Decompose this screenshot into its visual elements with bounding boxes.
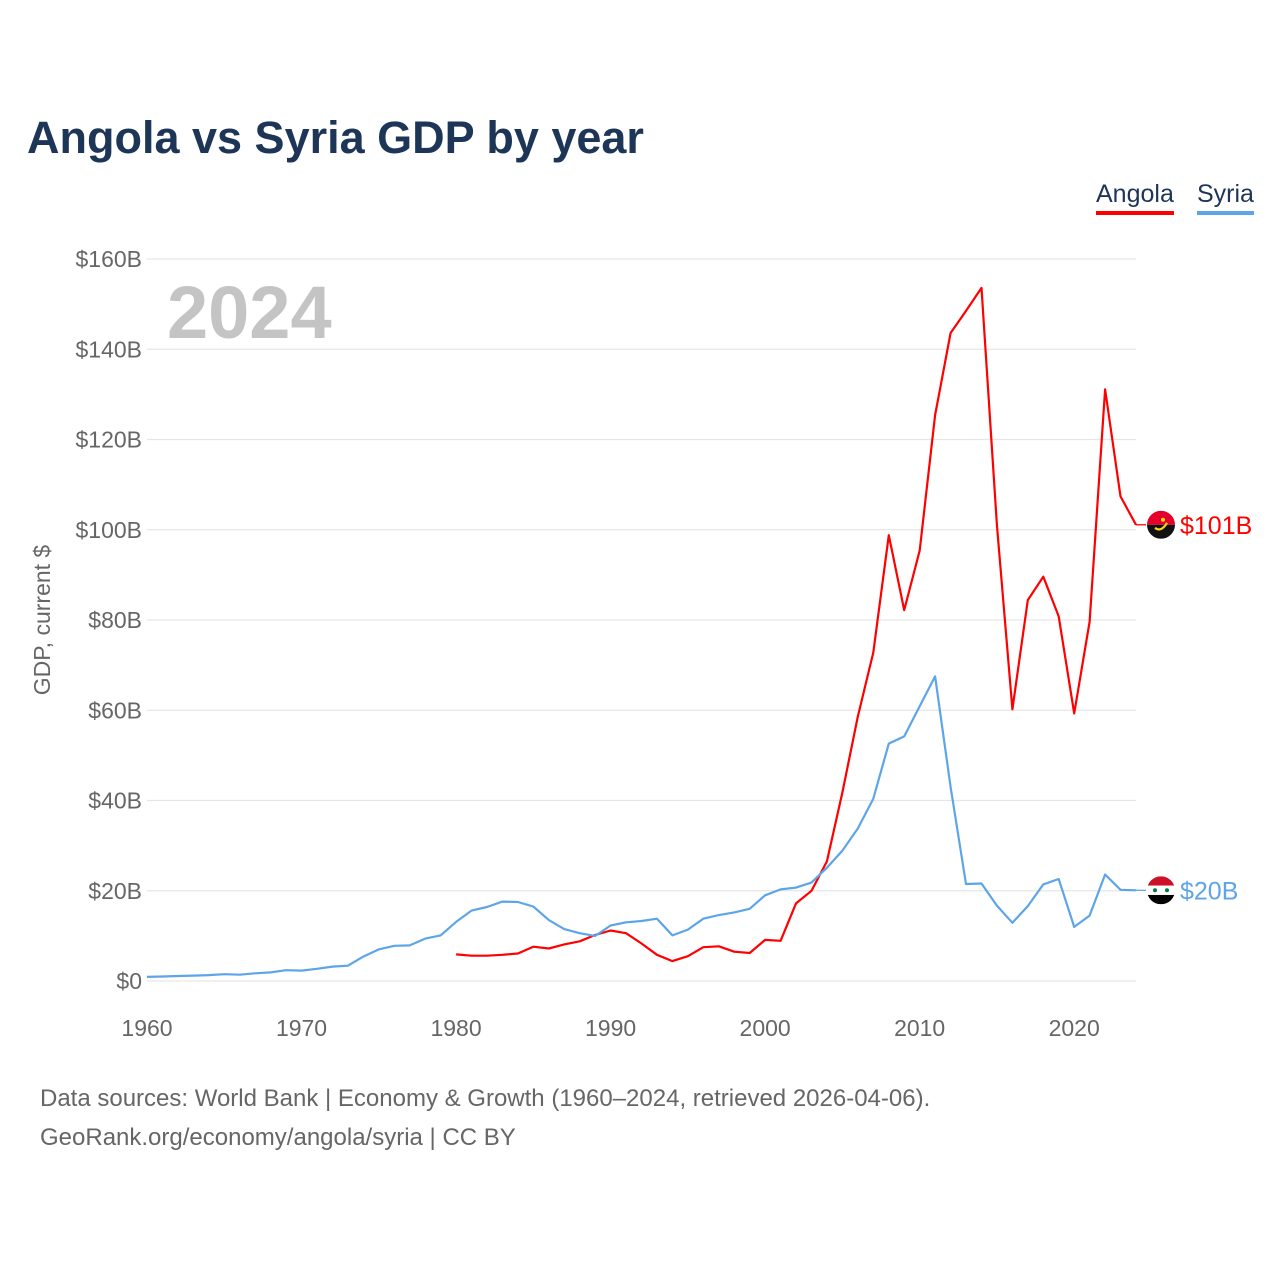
y-tick-label: $20B — [88, 878, 142, 904]
flag-angola-icon — [1147, 510, 1175, 539]
y-axis-ticks: $0 $20B $40B $60B $80B $100B $120B $140B $160B — [75, 246, 142, 994]
x-axis-ticks: 1960 1970 1980 1990 2000 2010 2020 — [121, 1015, 1099, 1041]
series-line-angola — [456, 286, 1137, 963]
flag-syria-icon — [1147, 876, 1175, 905]
series-lines — [146, 286, 1137, 978]
y-tick-label: $40B — [88, 788, 142, 814]
end-value-label-syria: $20B — [1180, 877, 1238, 905]
chart-title: Angola vs Syria GDP by year — [27, 112, 644, 163]
series-line-syria — [146, 675, 1137, 978]
year-watermark: 2024 — [167, 271, 332, 354]
x-tick-label: 1960 — [121, 1015, 172, 1041]
x-tick-label: 1970 — [276, 1015, 327, 1041]
x-tick-label: 2020 — [1049, 1015, 1100, 1041]
y-tick-label: $60B — [88, 697, 142, 723]
legend-item-angola[interactable]: Angola — [1096, 180, 1174, 215]
x-tick-label: 1990 — [585, 1015, 636, 1041]
y-tick-label: $100B — [75, 517, 142, 543]
y-axis-label: GDP, current $ — [29, 545, 55, 696]
y-tick-label: $80B — [88, 607, 142, 633]
y-tick-label: $120B — [75, 427, 142, 453]
legend-item-syria[interactable]: Syria — [1197, 180, 1254, 215]
x-tick-label: 2000 — [740, 1015, 791, 1041]
end-value-label-angola: $101B — [1180, 512, 1252, 540]
y-tick-label: $140B — [75, 336, 142, 362]
gridlines — [147, 258, 1136, 982]
y-tick-label: $160B — [75, 246, 142, 272]
attribution-link[interactable]: GeoRank.org/economy/angola/syria | CC BY — [40, 1124, 516, 1151]
series-end-labels: $101B $20B — [1136, 510, 1252, 905]
data-source-note: Data sources: World Bank | Economy & Gro… — [40, 1085, 931, 1112]
x-tick-label: 2010 — [894, 1015, 945, 1041]
x-tick-label: 1980 — [430, 1015, 481, 1041]
y-tick-label: $0 — [116, 968, 142, 994]
